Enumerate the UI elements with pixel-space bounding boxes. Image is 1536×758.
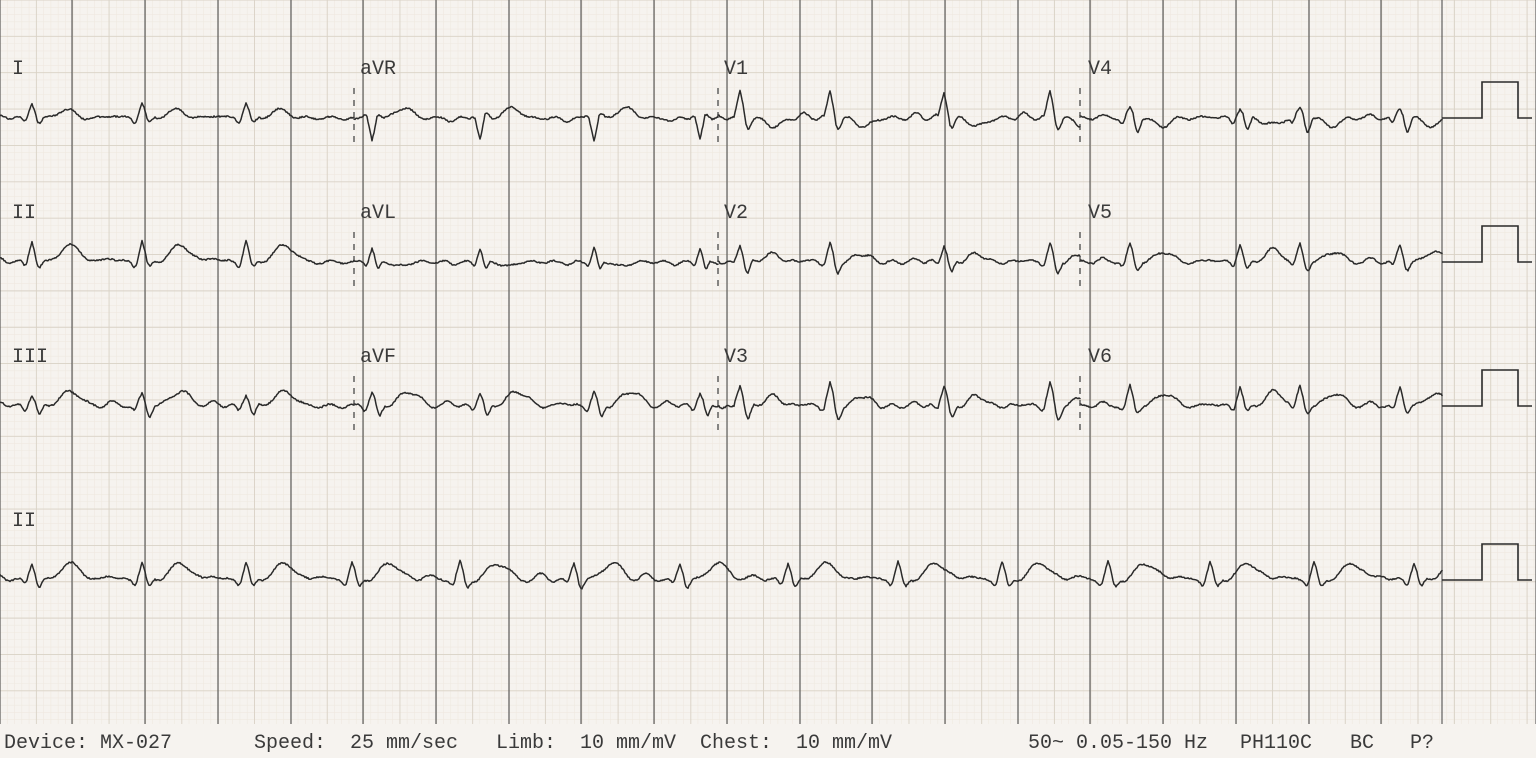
lead-label: I	[12, 58, 24, 81]
lead-label: V6	[1088, 346, 1112, 369]
lead-label: aVL	[360, 202, 396, 225]
footer-text: Chest: 10 mm/mV	[700, 732, 892, 755]
footer-text: Speed: 25 mm/sec	[254, 732, 458, 755]
lead-label: III	[12, 346, 48, 369]
footer-text: PH110C	[1240, 732, 1312, 755]
lead-label: aVR	[360, 58, 396, 81]
footer-text: BC	[1350, 732, 1374, 755]
lead-label: aVF	[360, 346, 396, 369]
footer-text: P?	[1410, 732, 1434, 755]
footer-text: Device: MX-027	[4, 732, 172, 755]
footer-text: Limb: 10 mm/mV	[496, 732, 676, 755]
lead-label: V2	[724, 202, 748, 225]
lead-label: V4	[1088, 58, 1112, 81]
lead-label: V3	[724, 346, 748, 369]
footer-text: 50~ 0.05-150 Hz	[1028, 732, 1208, 755]
lead-label: II	[12, 510, 36, 533]
lead-label: V1	[724, 58, 748, 81]
ecg-strip: IaVR V1 V4 II aVL V2 V5 III aVF V3 V6 II Device: MX…	[0, 0, 1536, 758]
lead-label: II	[12, 202, 36, 225]
lead-label: V5	[1088, 202, 1112, 225]
ecg-svg	[0, 0, 1536, 758]
